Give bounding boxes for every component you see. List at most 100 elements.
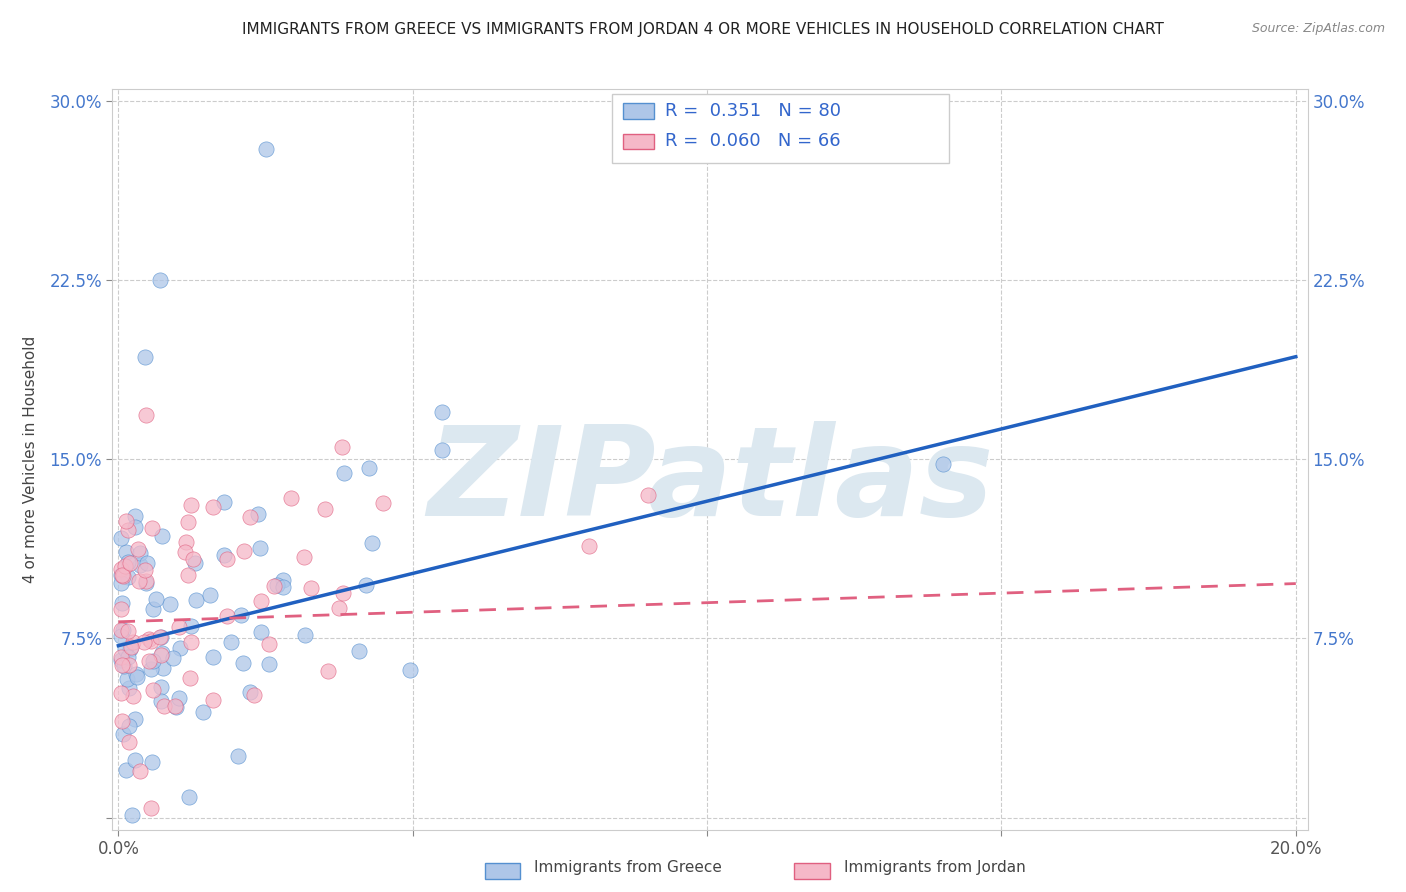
Point bbox=[186, 593, 208, 607]
Point bbox=[134, 350, 156, 364]
Point bbox=[141, 521, 163, 535]
Point bbox=[931, 457, 953, 471]
Text: ZIPatlas: ZIPatlas bbox=[427, 421, 993, 542]
Point bbox=[112, 623, 135, 637]
Point bbox=[263, 579, 285, 593]
Point bbox=[280, 491, 302, 506]
Point bbox=[637, 488, 659, 502]
Point bbox=[118, 658, 141, 673]
Point bbox=[201, 693, 224, 707]
Point bbox=[249, 593, 271, 607]
Point bbox=[314, 501, 336, 516]
Point bbox=[128, 546, 150, 560]
Point bbox=[111, 714, 134, 729]
Point bbox=[257, 657, 280, 671]
Point bbox=[135, 408, 157, 422]
Point bbox=[115, 763, 138, 777]
Point bbox=[332, 586, 354, 600]
Point bbox=[110, 532, 132, 546]
Point bbox=[247, 508, 270, 522]
Point bbox=[217, 552, 239, 566]
Point bbox=[115, 515, 138, 529]
Point bbox=[114, 642, 136, 657]
Point bbox=[110, 601, 132, 615]
Text: Immigrants from Greece: Immigrants from Greece bbox=[534, 861, 723, 875]
Point bbox=[430, 442, 453, 457]
Point bbox=[138, 655, 160, 669]
Point bbox=[117, 555, 139, 569]
Point bbox=[200, 588, 222, 602]
Point bbox=[134, 635, 156, 649]
Point bbox=[257, 637, 280, 651]
Point bbox=[242, 688, 264, 702]
Point bbox=[122, 634, 145, 648]
Point bbox=[134, 563, 156, 577]
Point bbox=[117, 719, 139, 733]
Point bbox=[114, 658, 136, 673]
Point bbox=[117, 523, 139, 537]
Point bbox=[232, 656, 254, 670]
Point bbox=[129, 764, 152, 778]
Point bbox=[176, 568, 198, 582]
Point bbox=[271, 580, 294, 594]
Point bbox=[328, 601, 350, 615]
Point bbox=[115, 545, 138, 559]
Point bbox=[359, 461, 381, 475]
Point bbox=[184, 556, 207, 570]
Point bbox=[142, 683, 165, 698]
Point bbox=[231, 608, 253, 623]
Point bbox=[173, 545, 195, 559]
Point bbox=[239, 685, 262, 699]
Point bbox=[136, 556, 159, 570]
Point bbox=[167, 690, 190, 705]
Point bbox=[150, 680, 173, 694]
Point bbox=[214, 495, 236, 509]
Point bbox=[110, 562, 132, 576]
Point bbox=[191, 705, 214, 719]
Point bbox=[292, 549, 315, 564]
Point bbox=[361, 536, 384, 550]
Point bbox=[228, 749, 250, 764]
Point bbox=[120, 640, 142, 655]
Point bbox=[149, 630, 172, 644]
Point bbox=[373, 496, 395, 510]
Point bbox=[150, 648, 173, 662]
Point bbox=[148, 273, 170, 287]
Point bbox=[266, 578, 288, 592]
Point bbox=[139, 661, 162, 675]
Point bbox=[135, 574, 157, 589]
Point bbox=[141, 633, 163, 648]
Point bbox=[273, 574, 295, 588]
Point bbox=[152, 661, 174, 675]
Point bbox=[124, 509, 146, 524]
Point bbox=[127, 541, 149, 556]
Point bbox=[138, 632, 160, 646]
Point bbox=[110, 623, 132, 637]
Point bbox=[177, 515, 200, 529]
Point bbox=[110, 568, 132, 582]
Point bbox=[299, 582, 322, 596]
Point bbox=[121, 689, 143, 703]
Point bbox=[180, 619, 202, 633]
Point bbox=[330, 441, 353, 455]
Point bbox=[118, 642, 141, 657]
Point bbox=[167, 620, 190, 634]
Point bbox=[149, 694, 172, 708]
Point bbox=[110, 596, 132, 610]
Point bbox=[111, 727, 134, 741]
Point bbox=[142, 654, 165, 668]
Point bbox=[125, 670, 148, 684]
Point bbox=[117, 624, 139, 639]
Point bbox=[141, 756, 163, 770]
Point bbox=[150, 529, 173, 543]
Point bbox=[181, 552, 204, 566]
Point bbox=[212, 548, 235, 562]
Point bbox=[124, 753, 146, 767]
Point bbox=[165, 699, 187, 714]
Point bbox=[117, 650, 139, 665]
Point bbox=[121, 808, 143, 822]
Point bbox=[159, 597, 181, 611]
Point bbox=[124, 712, 146, 726]
Point bbox=[316, 665, 339, 679]
Point bbox=[124, 520, 146, 534]
